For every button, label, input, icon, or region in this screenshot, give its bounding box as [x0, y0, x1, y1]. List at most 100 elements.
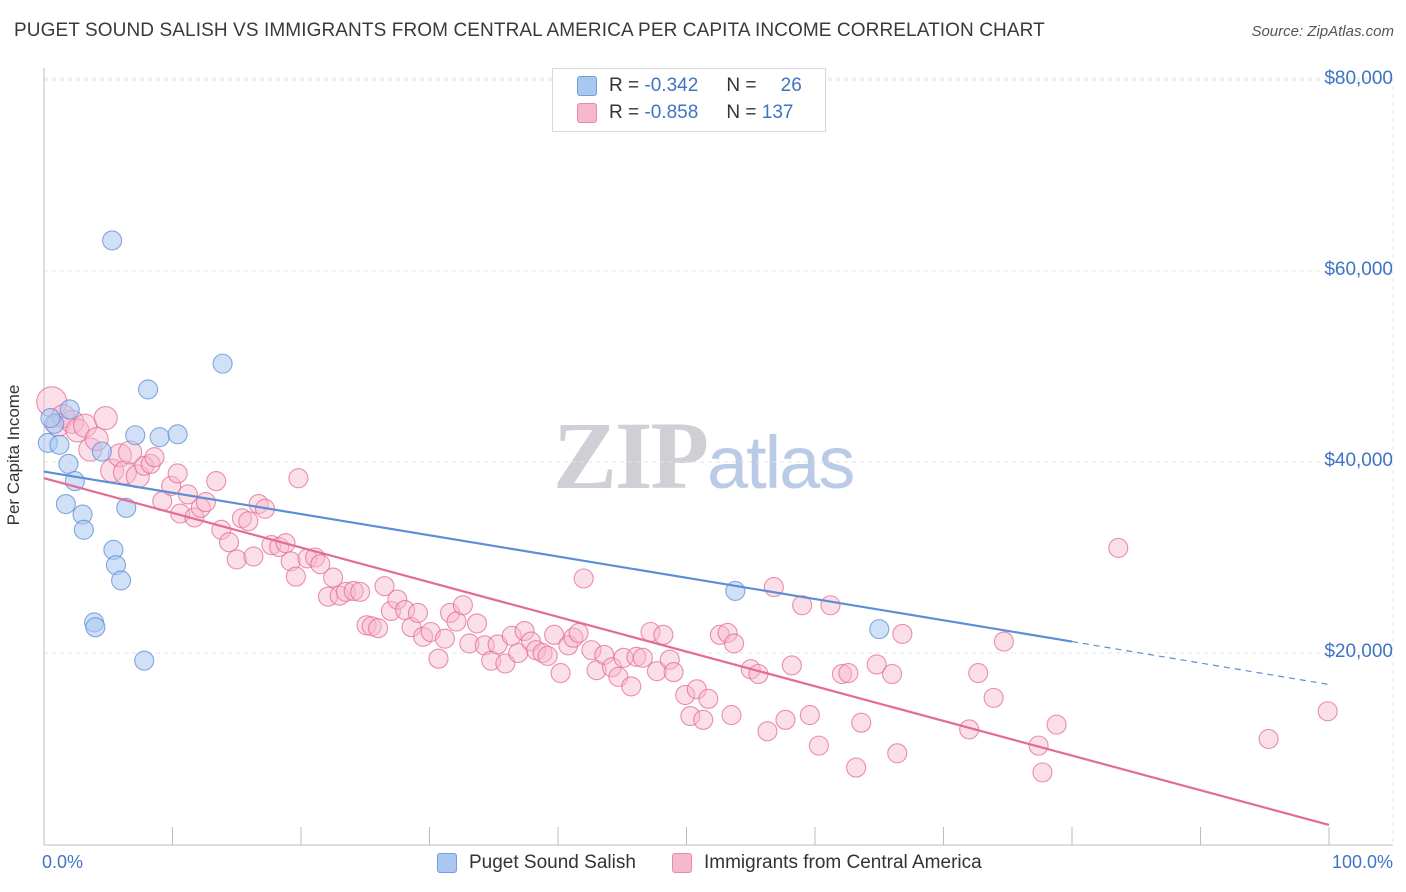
series-legend-salish: Puget Sound Salish: [437, 852, 636, 874]
legend-swatch-central-america: [577, 103, 597, 123]
point-central-america: [1258, 728, 1279, 750]
point-central-america: [882, 663, 903, 685]
point-central-america: [508, 642, 529, 664]
point-central-america: [892, 623, 913, 644]
y-tick-label: $60,000: [1324, 259, 1393, 280]
point-central-america: [1317, 701, 1338, 722]
point-central-america: [846, 757, 867, 778]
point-central-america: [544, 624, 565, 645]
point-salish: [55, 493, 76, 515]
point-central-america: [663, 662, 684, 683]
point-central-america: [626, 646, 647, 667]
point-central-america: [434, 628, 455, 649]
point-central-america: [238, 511, 259, 532]
point-central-america: [206, 471, 227, 492]
grid-lines: [44, 77, 1394, 845]
point-central-america: [646, 661, 667, 682]
point-central-america: [93, 406, 118, 431]
legend-r-value-central-america: -0.858: [644, 102, 699, 123]
point-central-america: [581, 640, 602, 661]
series-swatch-central-america: [672, 853, 692, 873]
point-central-america: [374, 576, 395, 597]
point-central-america: [226, 549, 247, 570]
point-central-america: [887, 743, 908, 764]
point-central-america: [698, 688, 719, 709]
y-tick-label: $40,000: [1324, 450, 1393, 471]
point-central-america: [775, 709, 796, 730]
point-central-america: [675, 684, 696, 706]
point-central-america: [866, 654, 887, 675]
point-central-america: [693, 709, 714, 730]
point-central-america: [968, 663, 989, 684]
point-central-america: [820, 595, 841, 616]
point-central-america: [1046, 714, 1067, 735]
point-salish: [59, 399, 80, 420]
point-central-america: [280, 551, 301, 572]
point-central-america: [243, 546, 264, 567]
point-central-america: [343, 580, 364, 601]
point-central-america: [407, 602, 428, 623]
point-central-america: [514, 620, 535, 642]
point-central-america: [781, 655, 802, 676]
point-central-america: [452, 595, 473, 616]
y-axis-label: Per Capita Income: [4, 384, 23, 526]
point-central-america: [680, 705, 701, 727]
legend-n-value-salish: 26: [780, 75, 802, 96]
source-credit: Source: ZipAtlas.com: [1251, 23, 1394, 40]
data-points: [36, 230, 1338, 783]
point-central-america: [368, 618, 389, 639]
point-salish: [212, 353, 233, 374]
point-central-america: [594, 644, 615, 665]
point-central-america: [161, 475, 182, 496]
y-tick-label: $20,000: [1324, 641, 1393, 662]
x-tick-label-max: 100.0%: [1331, 852, 1393, 872]
point-salish: [102, 230, 123, 251]
point-central-america: [799, 705, 820, 726]
legend-n-label: N =: [726, 102, 757, 123]
point-salish: [73, 519, 94, 540]
trend-line-salish: [43, 470, 1073, 643]
legend-swatch-salish: [577, 76, 597, 96]
trend-line-central-america: [43, 477, 1330, 826]
point-central-america: [350, 581, 371, 602]
point-central-america: [573, 568, 594, 589]
point-central-america: [808, 735, 829, 756]
point-central-america: [748, 663, 769, 685]
legend-n-value-central-america: 137: [761, 102, 794, 123]
point-salish: [111, 570, 132, 591]
point-salish: [149, 427, 170, 448]
point-salish: [58, 453, 79, 474]
point-central-america: [792, 595, 813, 616]
point-central-america: [550, 663, 571, 684]
axes: [43, 68, 1393, 846]
point-salish: [134, 650, 155, 671]
legend-r-label: R =: [609, 102, 640, 123]
legend-n-label: N =: [726, 75, 757, 96]
point-salish: [869, 619, 890, 640]
point-salish: [116, 497, 137, 518]
point-central-america: [459, 633, 480, 654]
point-central-america: [532, 642, 553, 664]
point-salish: [85, 617, 106, 638]
point-central-america: [983, 687, 1004, 708]
point-central-america: [838, 663, 859, 684]
point-central-america: [721, 705, 742, 726]
legend-row-central-america: R = -0.858 N = 137: [577, 100, 802, 126]
point-central-america: [323, 567, 344, 588]
point-central-america: [632, 647, 653, 668]
point-central-america: [537, 645, 558, 666]
point-central-america: [568, 622, 589, 643]
chart-title: PUGET SOUND SALISH VS IMMIGRANTS FROM CE…: [14, 20, 1045, 41]
point-central-america: [310, 554, 331, 575]
point-central-america: [993, 631, 1014, 652]
point-central-america: [140, 453, 161, 474]
trend-line-salish-extension: [1071, 640, 1330, 686]
point-salish: [91, 441, 112, 462]
legend-r-label: R =: [609, 75, 640, 96]
point-central-america: [466, 613, 488, 634]
point-central-america: [851, 712, 872, 733]
legend-row-salish: R = -0.342 N = 26: [577, 73, 802, 99]
series-swatch-salish: [437, 853, 457, 873]
point-central-america: [831, 663, 853, 685]
